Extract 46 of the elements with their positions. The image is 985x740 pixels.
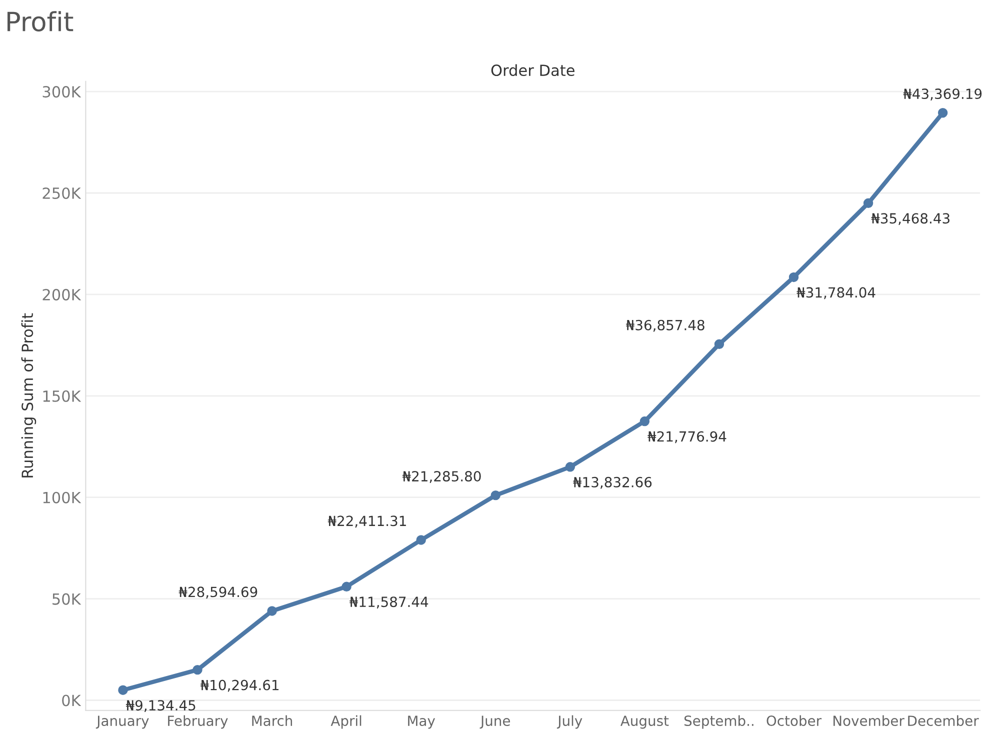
annotation: ₦22,411.31 — [328, 516, 406, 528]
x-tick-label: May — [408, 716, 436, 729]
y-axis-title: Running Sum of Profit — [21, 313, 36, 478]
x-tick-label: December — [908, 715, 979, 726]
x-tick-label: June — [480, 716, 510, 729]
annotation: ₦11,587.44 — [350, 596, 428, 609]
x-tick-label: August — [620, 716, 669, 729]
x-tick-label: March — [252, 715, 292, 726]
y-tick-label: 300K — [42, 86, 82, 98]
chart-title: Profit — [8, 11, 74, 32]
x-tick-label: October — [766, 715, 822, 726]
y-tick-label: 250K — [42, 187, 82, 200]
x-tick-label: July — [556, 715, 582, 729]
annotation: ₦31,784.04 — [796, 287, 876, 300]
point — [490, 490, 500, 500]
y-tick-label: 150K — [43, 390, 82, 402]
x-axis-title: Order Date — [491, 64, 574, 76]
annotation: ₦10,294.61 — [200, 680, 279, 692]
x-tick-label: Septemb.. — [684, 715, 754, 729]
point — [863, 198, 874, 208]
point — [267, 606, 277, 616]
point — [714, 339, 724, 350]
x-tick-label: January — [96, 716, 149, 729]
x-tick-label: April — [330, 715, 362, 729]
y-tick-label: 200K — [42, 288, 82, 300]
annotation: ₦13,832.66 — [573, 476, 652, 489]
point — [565, 462, 576, 472]
x-tick-label: February — [168, 715, 228, 729]
x-tick-label: November — [834, 715, 904, 726]
point — [640, 416, 650, 426]
y-tick-label: 0K — [62, 694, 82, 706]
y-tick-label: 100K — [43, 492, 82, 504]
point — [342, 582, 352, 592]
point — [118, 685, 128, 695]
annotation: ₦21,776.94 — [648, 431, 726, 444]
annotation: ₦28,594.69 — [178, 586, 258, 599]
annotation: ₦9,134.45 — [126, 700, 196, 712]
y-tick-label: 50K — [52, 593, 82, 605]
annotation: ₦21,285.80 — [402, 471, 481, 483]
point — [788, 272, 799, 282]
point — [938, 108, 948, 118]
point — [192, 664, 202, 675]
annotation: ₦36,857.48 — [626, 320, 704, 332]
annotation: ₦43,369.19 — [903, 88, 982, 100]
annotation: ₦35,468.43 — [871, 213, 950, 226]
point — [416, 535, 426, 545]
